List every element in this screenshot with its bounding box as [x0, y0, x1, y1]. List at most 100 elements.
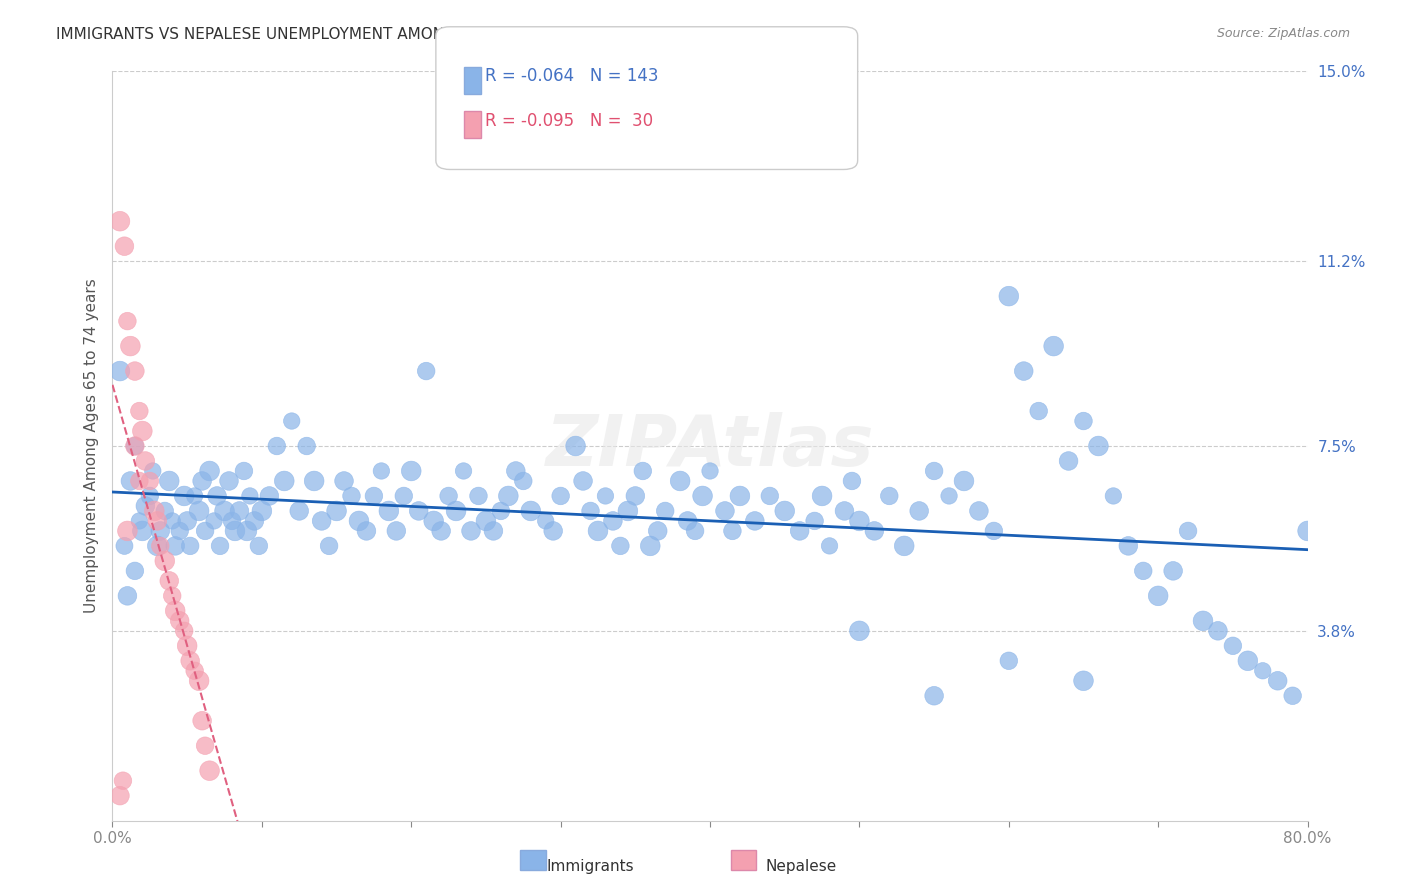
- Point: [162, 514, 183, 528]
- Point: [564, 439, 586, 453]
- Point: [841, 474, 863, 488]
- Point: [273, 474, 295, 488]
- Point: [236, 524, 259, 538]
- Point: [117, 589, 139, 603]
- Point: [1296, 524, 1319, 538]
- Point: [1192, 614, 1215, 628]
- Point: [173, 489, 195, 503]
- Point: [370, 464, 392, 478]
- Point: [124, 439, 146, 453]
- Point: [624, 489, 647, 503]
- Point: [179, 654, 201, 668]
- Point: [202, 514, 225, 528]
- Point: [967, 504, 990, 518]
- Point: [453, 464, 475, 478]
- Point: [789, 524, 811, 538]
- Point: [111, 773, 134, 788]
- Point: [773, 504, 796, 518]
- Point: [714, 504, 737, 518]
- Point: [1042, 339, 1064, 353]
- Point: [146, 514, 169, 528]
- Point: [153, 504, 176, 518]
- Point: [401, 464, 423, 478]
- Point: [340, 489, 363, 503]
- Point: [114, 539, 135, 553]
- Point: [811, 489, 834, 503]
- Point: [378, 504, 401, 518]
- Point: [1161, 564, 1184, 578]
- Point: [1102, 489, 1125, 503]
- Point: [908, 504, 931, 518]
- Point: [124, 564, 146, 578]
- Point: [281, 414, 304, 428]
- Point: [233, 464, 256, 478]
- Point: [169, 614, 191, 628]
- Point: [179, 539, 201, 553]
- Point: [134, 499, 156, 513]
- Point: [243, 514, 266, 528]
- Point: [498, 489, 520, 503]
- Point: [165, 539, 187, 553]
- Point: [602, 514, 624, 528]
- Text: R = -0.064   N = 143: R = -0.064 N = 143: [485, 67, 658, 85]
- Point: [173, 624, 195, 638]
- Point: [169, 524, 191, 538]
- Point: [363, 489, 385, 503]
- Point: [422, 514, 444, 528]
- Point: [759, 489, 782, 503]
- Point: [595, 489, 617, 503]
- Point: [654, 504, 676, 518]
- Point: [224, 524, 246, 538]
- Point: [647, 524, 669, 538]
- Point: [385, 524, 408, 538]
- Point: [534, 514, 557, 528]
- Point: [818, 539, 841, 553]
- Point: [295, 439, 318, 453]
- Point: [541, 524, 564, 538]
- Text: Source: ZipAtlas.com: Source: ZipAtlas.com: [1216, 27, 1350, 40]
- Point: [1251, 664, 1274, 678]
- Point: [444, 504, 467, 518]
- Point: [209, 539, 232, 553]
- Point: [1118, 539, 1140, 553]
- Text: ZIPAtlas: ZIPAtlas: [546, 411, 875, 481]
- Point: [194, 739, 217, 753]
- Point: [108, 214, 131, 228]
- Point: [214, 504, 236, 518]
- Point: [165, 604, 187, 618]
- Point: [131, 424, 153, 438]
- Point: [149, 524, 172, 538]
- Point: [259, 489, 281, 503]
- Point: [124, 364, 146, 378]
- Point: [247, 539, 270, 553]
- Point: [128, 514, 150, 528]
- Point: [266, 439, 288, 453]
- Point: [520, 504, 543, 518]
- Point: [1087, 439, 1109, 453]
- Point: [699, 464, 721, 478]
- Point: [318, 539, 340, 553]
- Point: [669, 474, 692, 488]
- Point: [302, 474, 325, 488]
- Point: [108, 789, 131, 803]
- Point: [430, 524, 453, 538]
- Point: [1073, 414, 1095, 428]
- Point: [218, 474, 240, 488]
- Point: [392, 489, 415, 503]
- Point: [550, 489, 572, 503]
- Point: [998, 289, 1021, 303]
- Point: [142, 464, 165, 478]
- Point: [489, 504, 512, 518]
- Point: [1147, 589, 1170, 603]
- Point: [183, 489, 205, 503]
- Point: [188, 673, 211, 688]
- Point: [176, 514, 198, 528]
- Point: [124, 439, 146, 453]
- Point: [157, 474, 180, 488]
- Point: [415, 364, 437, 378]
- Point: [1177, 524, 1199, 538]
- Point: [311, 514, 333, 528]
- Point: [617, 504, 640, 518]
- Point: [922, 689, 945, 703]
- Point: [983, 524, 1005, 538]
